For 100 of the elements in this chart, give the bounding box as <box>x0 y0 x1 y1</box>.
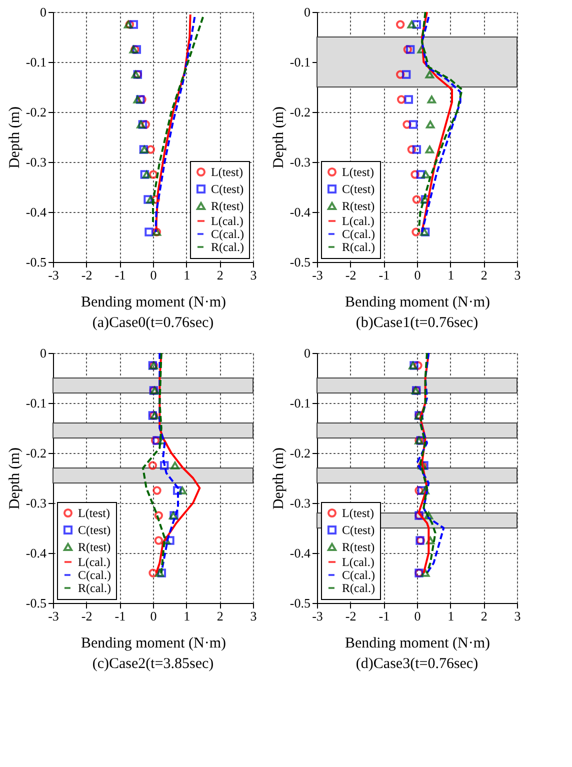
legend-label: R(cal.) <box>342 581 375 595</box>
point <box>412 145 422 154</box>
y-tick-label: -0.5 <box>26 254 46 270</box>
point <box>178 486 187 494</box>
legend-label: R(cal.) <box>342 240 375 254</box>
point <box>403 45 412 54</box>
legend-label: R(cal.) <box>211 240 244 254</box>
x-tick-label: 2 <box>480 268 488 282</box>
y-axis-title: Depth (m) <box>6 447 23 510</box>
legend-label: C(cal.) <box>78 568 111 582</box>
x-tick-label: -3 <box>48 608 59 624</box>
point <box>160 461 169 470</box>
point <box>402 120 412 129</box>
x-tick-label: 2 <box>216 608 224 624</box>
y-axis-title: Depth (m) <box>270 447 287 510</box>
point <box>148 461 158 470</box>
y-tick-label: -0.4 <box>26 546 47 560</box>
point <box>154 511 164 520</box>
legend-label: R(test) <box>342 540 375 554</box>
legend-label: C(test) <box>342 182 375 196</box>
point <box>146 145 156 154</box>
point <box>138 120 148 129</box>
legend-label: C(cal.) <box>211 227 244 241</box>
legend-label: L(test) <box>211 165 243 179</box>
point <box>406 45 415 54</box>
x-tick-label: 0 <box>150 268 157 282</box>
point <box>154 536 164 545</box>
legend-label: L(cal.) <box>211 214 244 228</box>
y-tick-label: 0 <box>40 4 46 20</box>
point <box>414 486 424 495</box>
legend-label: C(test) <box>78 523 111 537</box>
x-tick-label: -1 <box>378 608 390 624</box>
x-tick-label: 1 <box>184 608 190 624</box>
y-tick-label: -0.5 <box>290 254 310 270</box>
y-tick-label: -0.3 <box>26 154 46 170</box>
point <box>410 170 420 179</box>
x-tick-label: 0 <box>414 268 421 282</box>
x-tick-label: -2 <box>345 268 356 282</box>
legend-label: R(test) <box>78 540 111 554</box>
point <box>416 170 426 179</box>
point <box>426 120 435 128</box>
x-tick-label: 0 <box>414 608 421 624</box>
legend-label: C(test) <box>211 182 244 196</box>
x-tick-label: -1 <box>378 268 390 282</box>
y-tick-label: -0.1 <box>290 54 310 70</box>
x-tick-label: 2 <box>480 608 488 624</box>
x-tick-label: 1 <box>184 268 190 282</box>
x-tick-label: -1 <box>114 608 126 624</box>
point <box>414 361 422 370</box>
y-tick-label: -0.4 <box>290 204 311 220</box>
legend-label: L(test) <box>78 506 110 520</box>
legend-label: C(cal.) <box>342 227 375 241</box>
y-tick-label: -0.1 <box>26 54 46 70</box>
x-axis-title: Bending moment (N·m) <box>345 294 490 310</box>
y-tick-label: 0 <box>304 4 310 20</box>
point <box>417 46 426 54</box>
legend-label: C(test) <box>342 523 375 537</box>
x-tick-label: -3 <box>312 608 323 624</box>
x-tick-label: 3 <box>250 268 257 282</box>
y-axis-title: Depth (m) <box>6 106 23 169</box>
x-tick-label: -2 <box>345 608 356 624</box>
y-tick-label: -0.4 <box>26 204 47 220</box>
y-tick-label: 0 <box>304 346 310 360</box>
legend-label: L(cal.) <box>342 555 374 569</box>
point <box>427 96 436 104</box>
point <box>157 568 166 578</box>
point <box>144 228 154 236</box>
y-tick-label: -0.1 <box>26 396 46 410</box>
y-tick-label: 0 <box>40 346 46 360</box>
legend-label: C(cal.) <box>342 568 375 582</box>
legend-label: L(test) <box>342 165 374 179</box>
point <box>141 120 150 129</box>
y-tick-label: -0.2 <box>26 104 46 120</box>
point <box>140 170 150 179</box>
legend-label: R(test) <box>342 199 375 213</box>
x-tick-label: 1 <box>448 608 454 624</box>
text: (a)Case0(t=0.76sec) <box>92 315 214 331</box>
y-tick-label: -0.2 <box>290 104 310 120</box>
y-axis-title: Depth (m) <box>270 106 287 169</box>
x-tick-label: -1 <box>114 268 126 282</box>
point <box>172 486 182 495</box>
x-tick-label: 0 <box>150 608 157 624</box>
y-tick-label: -0.3 <box>290 496 310 510</box>
x-tick-label: -3 <box>312 268 323 282</box>
text: (c)Case2(t=3.85sec) <box>92 656 214 672</box>
point <box>417 486 426 495</box>
y-tick-label: -0.4 <box>290 546 311 560</box>
x-tick-label: -2 <box>81 268 92 282</box>
x-tick-label: 1 <box>448 268 454 282</box>
point <box>407 145 416 154</box>
x-axis-title: Bending moment (N·m) <box>81 636 226 652</box>
point <box>421 170 430 178</box>
point <box>166 536 174 545</box>
point <box>396 95 406 104</box>
x-tick-label: 3 <box>514 608 521 624</box>
x-tick-label: 3 <box>250 608 257 624</box>
point <box>162 536 170 544</box>
y-tick-label: -0.2 <box>290 446 310 460</box>
legend-label: L(test) <box>342 506 374 520</box>
point <box>420 569 430 577</box>
